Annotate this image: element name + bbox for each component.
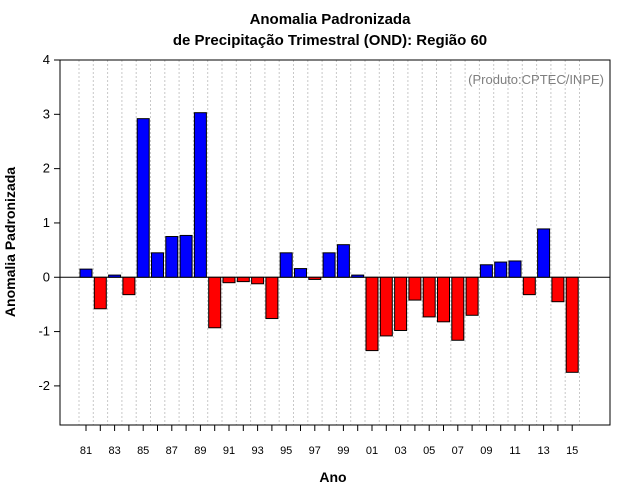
bar-81 [79,268,93,278]
bar-90 [208,276,222,329]
y-axis-title: Anomalia Padronizada [2,167,18,317]
x-tick-label: 91 [223,445,235,457]
bar-15 [565,276,579,373]
bar-04 [408,276,422,301]
bar-99 [336,244,350,278]
x-tick-label: 13 [537,445,549,457]
x-tick-label: 01 [366,445,378,457]
bar-08 [465,276,479,316]
bar-85 [136,118,150,278]
bar-91 [222,276,236,284]
bar-07 [451,276,465,341]
bar-14 [551,276,565,303]
x-tick-label: 97 [309,445,321,457]
bar-89 [193,112,207,278]
y-tick-label: 4 [43,52,50,67]
bar-94 [265,276,279,320]
bar-84 [122,276,136,296]
y-tick-label: 2 [43,161,50,176]
bar-93 [251,276,265,285]
x-tick-label: 85 [137,445,149,457]
bar-11 [508,260,522,278]
bar-10 [494,261,508,278]
bar-98 [322,252,336,278]
x-tick-label: 89 [194,445,206,457]
bars [79,112,579,373]
y-tick-label: 1 [43,215,50,230]
x-tick-label: 83 [108,445,120,457]
x-axis: 81 83 85 87 89 91 93 95 97 99 01 03 05 07 09 11 13 15 [80,425,578,457]
bar-05 [422,276,436,318]
bar-13 [537,228,551,278]
bar-06 [437,276,450,323]
bar-09 [479,264,493,278]
x-tick-label: 03 [394,445,406,457]
x-tick-label: 99 [337,445,349,457]
x-tick-label: 81 [80,445,92,457]
bar-88 [179,234,193,278]
y-tick-label: 0 [43,269,50,284]
bar-01 [365,276,379,352]
bar-96 [294,268,307,278]
x-tick-label: 15 [566,445,578,457]
bar-92 [236,276,250,283]
x-axis-title: Ano [319,469,346,485]
chart-subtitle: de Precipitação Trimestral (OND): Região… [173,32,487,49]
x-tick-label: 05 [423,445,435,457]
y-tick-label: 3 [43,106,50,121]
bar-87 [165,236,179,278]
x-tick-label: 11 [509,445,520,457]
x-tick-label: 07 [452,445,464,457]
grid-lines [78,60,580,425]
bar-83 [108,274,122,278]
annotation-source: (Produto:CPTEC/INPE) [468,72,604,87]
bar-82 [93,276,107,310]
y-tick-label: -1 [38,324,50,339]
bar-12 [522,276,536,296]
x-tick-label: 95 [280,445,292,457]
x-tick-label: 09 [480,445,492,457]
y-tick-label: -2 [38,378,50,393]
x-tick-label: 93 [251,445,263,457]
x-tick-label: 87 [166,445,178,457]
bar-97 [308,276,322,280]
plot-frame [59,59,611,426]
bar-00 [351,274,365,278]
bar-95 [279,252,293,278]
y-axis: -2 -1 0 1 2 3 4 [38,52,60,393]
bar-03 [394,276,408,331]
chart-title: Anomalia Padronizada [250,11,412,28]
bar-86 [151,252,164,278]
bar-02 [379,276,393,337]
